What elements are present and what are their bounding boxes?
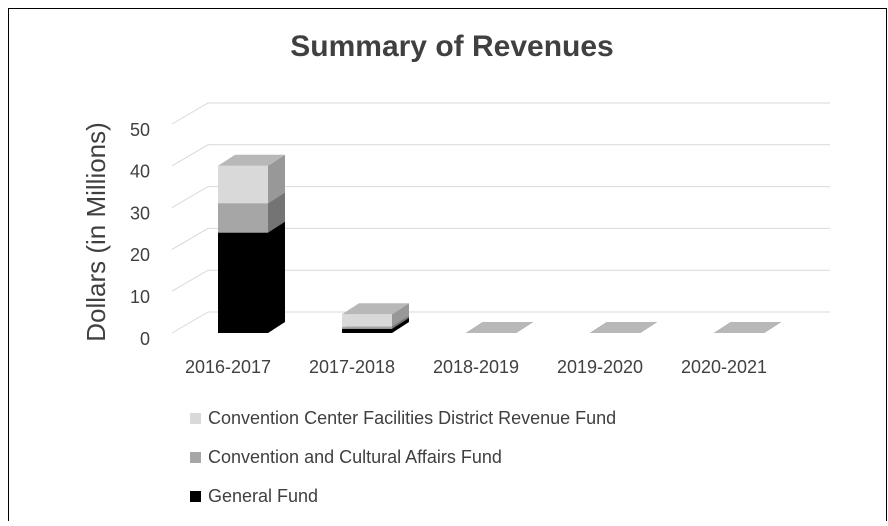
bar-face bbox=[590, 322, 657, 333]
bar-face bbox=[268, 221, 285, 333]
y-tick-label: 10 bbox=[130, 287, 150, 307]
y-tick-label: 30 bbox=[130, 203, 150, 223]
bar-segment bbox=[342, 303, 409, 327]
grid-line bbox=[171, 269, 830, 292]
bar-face bbox=[342, 303, 409, 315]
y-tick-label: 50 bbox=[130, 120, 150, 140]
grid-line bbox=[171, 102, 830, 125]
bar-face bbox=[268, 192, 285, 233]
bar-face bbox=[218, 154, 285, 166]
bar-segment bbox=[218, 154, 285, 204]
x-tick-label: 2020-2021 bbox=[681, 357, 767, 377]
bar-segment bbox=[590, 322, 657, 333]
chart-frame bbox=[8, 8, 887, 526]
bar-face bbox=[392, 303, 409, 327]
grid-line bbox=[171, 186, 830, 209]
legend-label: Convention Center Facilities District Re… bbox=[208, 408, 616, 428]
x-tick-label: 2017-2018 bbox=[309, 357, 395, 377]
bar-segment bbox=[218, 221, 285, 333]
bar-segment bbox=[714, 322, 781, 333]
chart-title: Summary of Revenues bbox=[290, 30, 613, 63]
y-axis-label: Dollars (in Millions) bbox=[81, 122, 111, 342]
grid-line bbox=[171, 144, 830, 167]
legend-label: General Fund bbox=[208, 486, 318, 506]
legend-swatch bbox=[190, 491, 201, 502]
bar-face bbox=[342, 314, 392, 327]
bar-face bbox=[218, 165, 268, 204]
legend-swatch bbox=[190, 413, 201, 424]
bar-face bbox=[342, 326, 392, 329]
x-tick-label: 2018-2019 bbox=[433, 357, 519, 377]
grid-line bbox=[171, 311, 830, 334]
legend-label: Convention and Cultural Affairs Fund bbox=[208, 447, 502, 467]
bar-face bbox=[714, 322, 781, 333]
x-tick-label: 2016-2017 bbox=[185, 357, 271, 377]
grid-line bbox=[171, 227, 830, 250]
bar-face bbox=[392, 315, 409, 329]
y-tick-label: 20 bbox=[130, 245, 150, 265]
y-tick-label: 40 bbox=[130, 162, 150, 182]
bar-face bbox=[268, 154, 285, 204]
y-tick-label: 0 bbox=[140, 329, 150, 349]
x-tick-label: 2019-2020 bbox=[557, 357, 643, 377]
bar-face bbox=[218, 203, 268, 233]
bar-face bbox=[342, 328, 392, 333]
legend-swatch bbox=[190, 452, 201, 463]
bar-segment bbox=[466, 322, 533, 333]
bar-face bbox=[466, 322, 533, 333]
bar-face bbox=[218, 232, 268, 333]
bar-face bbox=[392, 317, 409, 333]
